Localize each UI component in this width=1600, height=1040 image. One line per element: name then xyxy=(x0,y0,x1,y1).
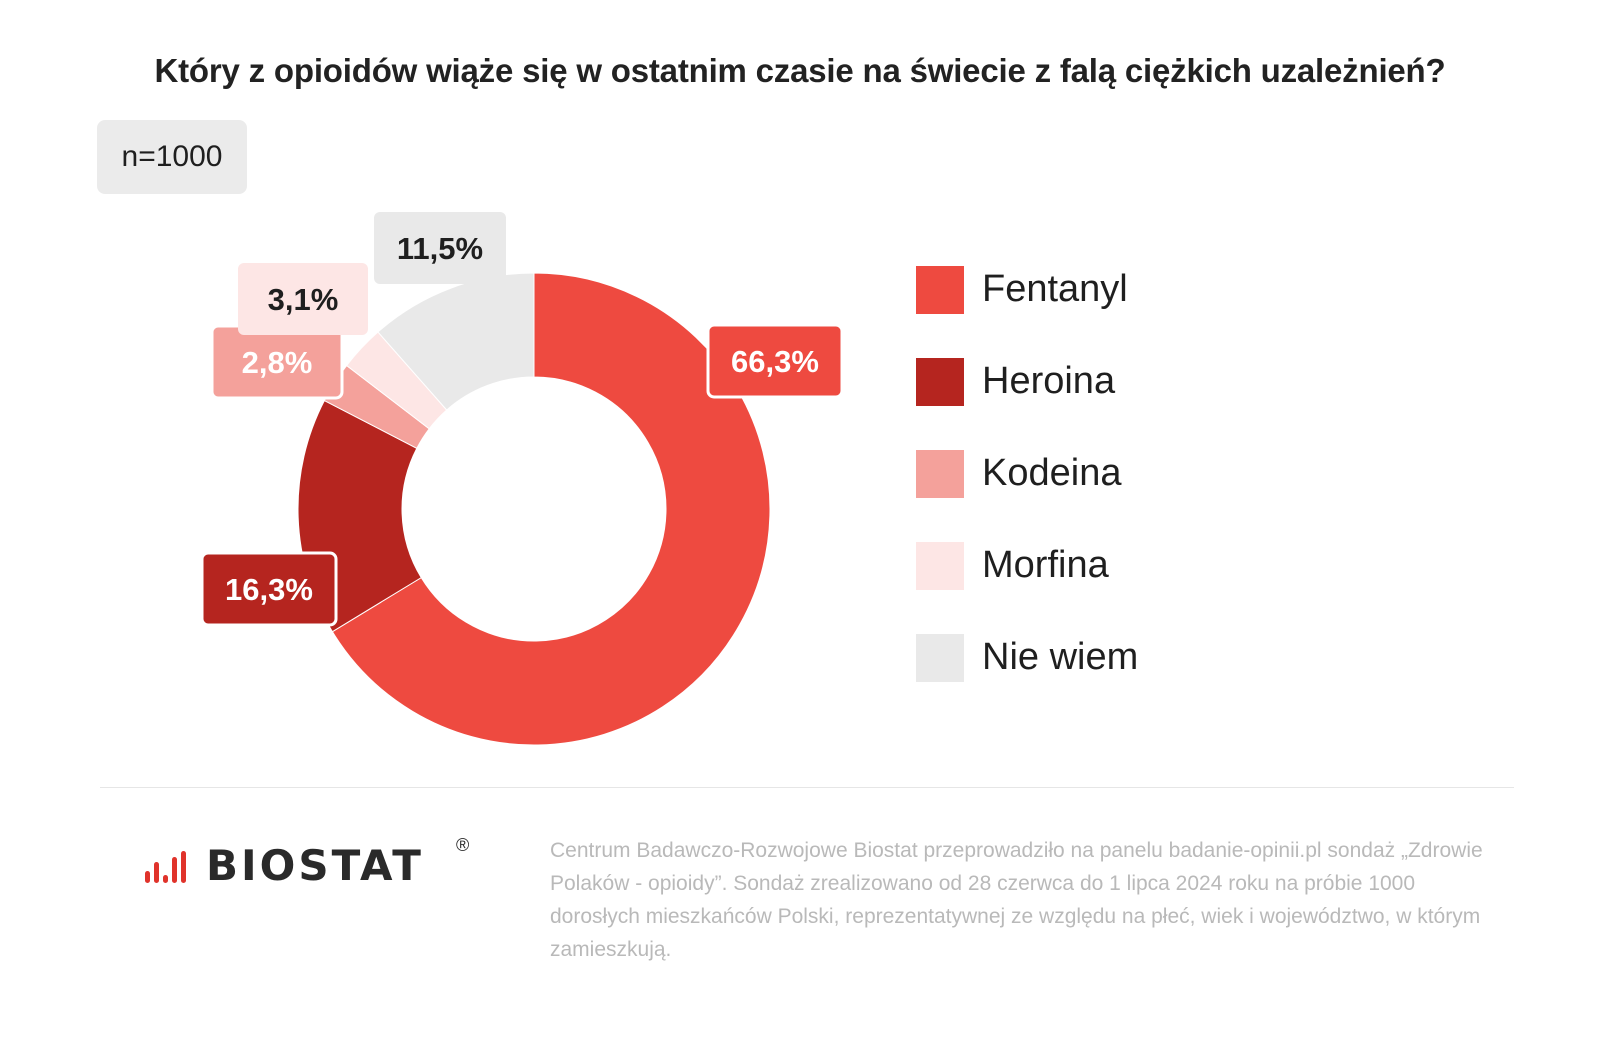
sample-size-badge: n=1000 xyxy=(97,120,247,194)
data-label-text-nie-wiem: 11,5% xyxy=(397,231,483,266)
legend-swatch-morfina xyxy=(916,542,964,590)
legend-swatch-heroina xyxy=(916,358,964,406)
donut-slice-nie-wiem xyxy=(377,272,535,411)
legend-swatch-kodeina xyxy=(916,450,964,498)
biostat-logo: BIOSTAT ® xyxy=(144,835,484,893)
legend-label-morfina: Morfina xyxy=(982,544,1109,586)
legend-label-fentanyl: Fentanyl xyxy=(982,268,1128,310)
data-label-text-fentanyl: 66,3% xyxy=(731,344,819,379)
legend-label-nie-wiem: Nie wiem xyxy=(982,636,1139,678)
data-label-text-heroina: 16,3% xyxy=(225,572,313,607)
logo-wordmark: BIOSTAT xyxy=(206,841,424,890)
data-label-text-kodeina: 2,8% xyxy=(242,345,313,380)
data-label-box-morfina xyxy=(238,263,368,335)
logo-bars-icon xyxy=(145,851,186,883)
data-label-box-fentanyl xyxy=(706,323,844,399)
data-label-box-heroina xyxy=(200,551,338,627)
data-label-fentanyl: 66,3% xyxy=(706,323,844,399)
legend-swatch-fentanyl xyxy=(916,266,964,314)
data-label-text-morfina: 3,1% xyxy=(268,282,339,317)
legend-swatch-nie-wiem xyxy=(916,634,964,682)
data-label-heroina: 16,3% xyxy=(200,551,338,627)
chart-title: Który z opioidów wiąże się w ostatnim cz… xyxy=(154,52,1446,89)
data-label-nie-wiem: 11,5% xyxy=(374,212,506,284)
data-label-morfina: 3,1% xyxy=(238,263,368,335)
survey-methodology-note: Centrum Badawczo-Rozwojowe Biostat przep… xyxy=(550,839,1483,961)
logo-registered-mark: ® xyxy=(456,835,470,855)
legend-label-kodeina: Kodeina xyxy=(982,452,1122,494)
legend-label-heroina: Heroina xyxy=(982,360,1116,402)
data-label-box-nie-wiem xyxy=(374,212,506,284)
data-label-kodeina: 2,8% xyxy=(210,324,344,400)
donut-slice-fentanyl xyxy=(331,272,771,746)
footer-divider xyxy=(100,787,1514,788)
